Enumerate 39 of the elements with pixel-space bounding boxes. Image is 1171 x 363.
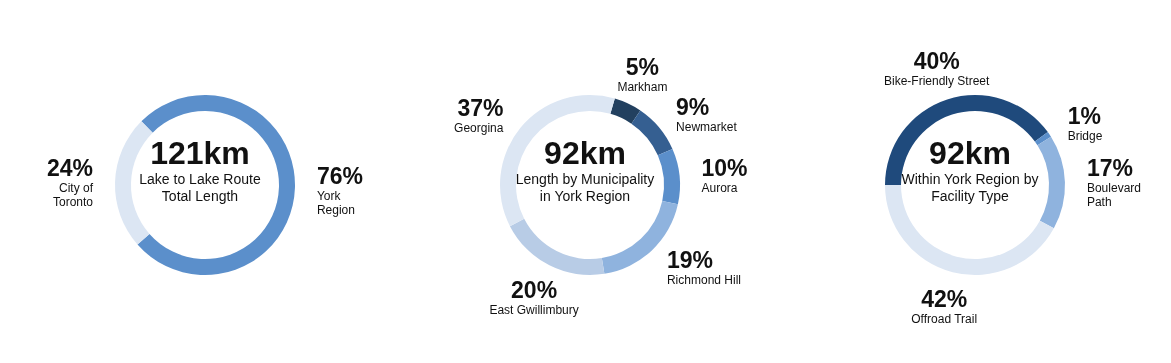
donut-slice	[610, 98, 641, 124]
data-label: 5%	[625, 53, 660, 80]
data-label: 20%	[511, 276, 558, 303]
slice-label: Markham	[617, 79, 668, 94]
data-label: 19%	[666, 247, 713, 274]
data-label: 24%	[47, 155, 94, 182]
donut-slice	[631, 110, 673, 156]
slice-label: Georgina	[454, 120, 504, 135]
slice-label: Richmond Hill	[666, 273, 741, 288]
slice-label: Boulevard Path	[1086, 181, 1141, 210]
text: 92km	[543, 135, 627, 171]
slice-label: Aurora	[701, 181, 738, 196]
slice-label: City of Toronto	[53, 181, 94, 210]
text: Length by Municipality in York Region	[514, 171, 656, 205]
slice-label: East Gwillimbury	[489, 302, 579, 317]
slice-label: Newmarket	[676, 120, 738, 135]
donut-slice	[509, 218, 605, 275]
donut-slice	[885, 185, 1054, 275]
slice-label: Bike-Friendly Street	[883, 74, 991, 89]
slice-label: York Region	[316, 188, 355, 217]
slice-label: Bridge	[1067, 129, 1103, 144]
donut-slice	[1034, 132, 1051, 146]
data-label: 9%	[676, 94, 710, 121]
data-label: 40%	[913, 48, 960, 75]
data-label: 10%	[701, 155, 748, 182]
data-label: 17%	[1086, 155, 1133, 182]
data-label: 42%	[921, 286, 968, 313]
text: Within York Region by Facility Type	[900, 171, 1040, 205]
donut-slice	[137, 95, 295, 275]
text: 121km	[149, 135, 251, 171]
data-label: 37%	[457, 94, 504, 121]
donut-slice	[657, 148, 680, 205]
text: 92km	[928, 135, 1012, 171]
data-label: 76%	[316, 162, 363, 189]
data-label: 1%	[1067, 103, 1101, 130]
text: Lake to Lake Route Total Length	[138, 171, 262, 205]
donut-slice	[885, 95, 1048, 185]
slice-label: Offroad Trail	[911, 312, 978, 327]
donut-slice	[1037, 136, 1065, 229]
